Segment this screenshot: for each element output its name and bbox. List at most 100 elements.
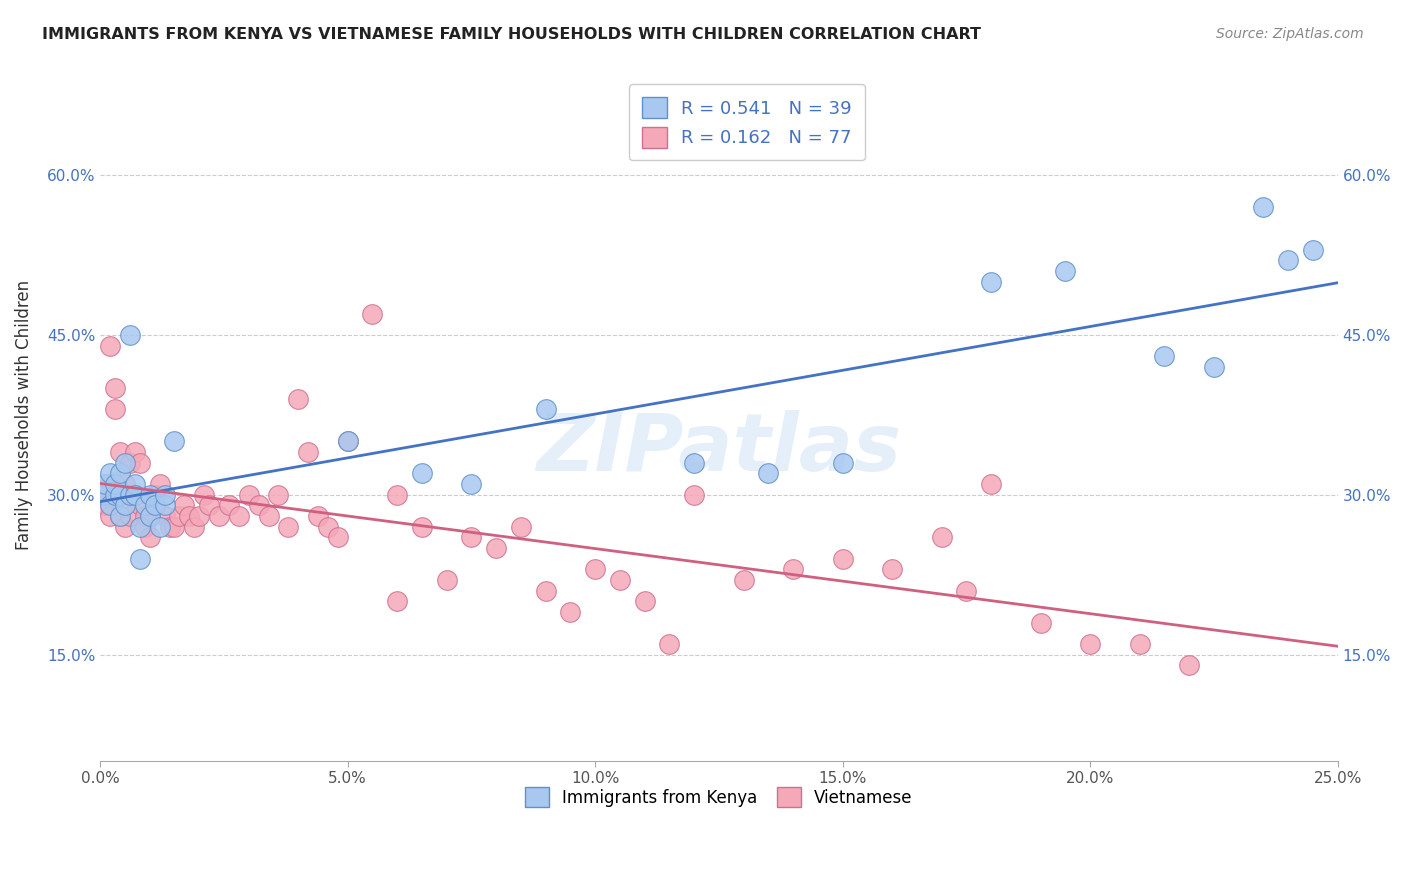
Point [143,499,166,513]
Point [118,488,141,502]
Point [297,445,319,459]
Point [114,456,136,470]
Point [139,508,162,523]
Point [485,541,508,555]
Point [163,434,186,449]
Point [257,508,280,523]
Point [361,307,384,321]
Point [218,499,240,513]
Point [534,583,557,598]
Point [460,530,482,544]
Point [118,508,141,523]
Point [387,488,409,502]
Point [114,519,136,533]
Point [104,402,127,417]
Point [104,488,127,502]
Point [758,467,780,481]
Point [143,499,166,513]
Point [153,508,176,523]
Point [287,392,309,406]
Point [104,477,127,491]
Legend: Immigrants from Kenya, Vietnamese: Immigrants from Kenya, Vietnamese [517,779,921,815]
Point [1153,349,1175,363]
Point [183,519,205,533]
Point [277,519,299,533]
Point [1277,253,1299,268]
Point [159,519,181,533]
Point [163,519,186,533]
Point [1202,359,1225,374]
Point [658,637,681,651]
Point [149,519,172,533]
Point [955,583,977,598]
Point [980,275,1002,289]
Point [1078,637,1101,651]
Y-axis label: Family Households with Children: Family Households with Children [15,280,32,549]
Point [683,488,706,502]
Point [124,445,146,459]
Point [460,477,482,491]
Point [247,499,270,513]
Point [208,508,231,523]
Point [128,456,150,470]
Point [169,508,191,523]
Point [134,519,156,533]
Point [139,508,162,523]
Point [307,508,329,523]
Point [94,499,117,513]
Point [1054,264,1077,278]
Point [980,477,1002,491]
Point [124,488,146,502]
Point [108,508,131,523]
Point [124,488,146,502]
Text: IMMIGRANTS FROM KENYA VS VIETNAMESE FAMILY HOUSEHOLDS WITH CHILDREN CORRELATION : IMMIGRANTS FROM KENYA VS VIETNAMESE FAMI… [42,27,981,42]
Point [238,488,260,502]
Point [193,488,215,502]
Point [98,508,121,523]
Point [634,594,657,608]
Point [124,477,146,491]
Point [267,488,290,502]
Point [104,381,127,395]
Point [228,508,250,523]
Point [153,499,176,513]
Point [98,338,121,352]
Point [179,508,201,523]
Point [143,488,166,502]
Point [149,477,172,491]
Point [134,508,156,523]
Point [114,499,136,513]
Point [114,477,136,491]
Point [1253,200,1275,214]
Point [104,488,127,502]
Point [831,456,853,470]
Point [316,519,339,533]
Point [118,456,141,470]
Point [609,573,631,587]
Point [1129,637,1152,651]
Point [94,477,117,491]
Point [534,402,557,417]
Point [139,488,162,502]
Point [733,573,755,587]
Point [94,488,117,502]
Point [114,499,136,513]
Point [108,445,131,459]
Point [411,519,433,533]
Point [108,508,131,523]
Point [94,488,117,502]
Point [118,327,141,342]
Point [128,519,150,533]
Point [782,562,804,576]
Point [128,551,150,566]
Point [173,499,195,513]
Point [683,456,706,470]
Point [560,605,582,619]
Point [153,488,176,502]
Point [931,530,953,544]
Point [510,519,533,533]
Point [1029,615,1052,630]
Point [128,499,150,513]
Point [188,508,211,523]
Point [326,530,349,544]
